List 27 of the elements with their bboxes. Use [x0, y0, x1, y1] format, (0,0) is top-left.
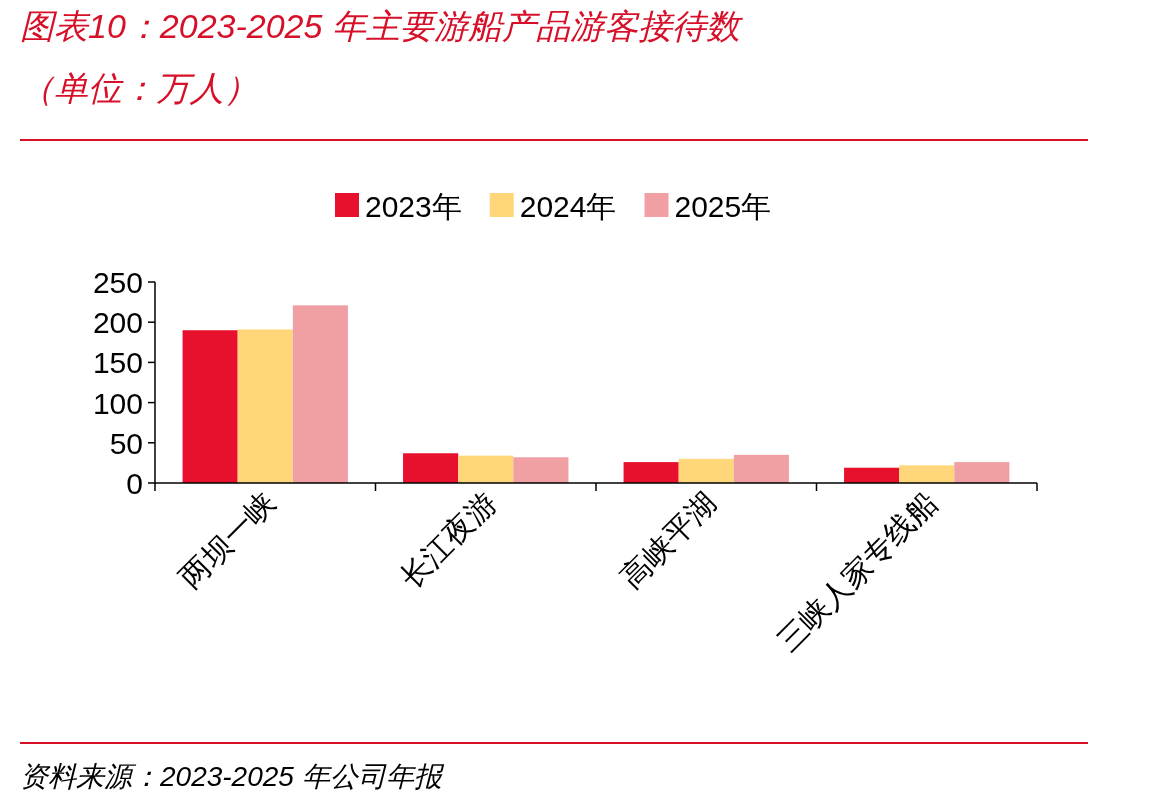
legend-label: 2023年 [365, 190, 462, 223]
chart-title: 图表10：2023-2025 年主要游船产品游客接待数（单位：万人） [20, 7, 743, 107]
bar [899, 465, 955, 483]
x-tick-label: 高峡平湖 [614, 485, 723, 595]
y-tick-label: 100 [92, 386, 143, 420]
bar [513, 457, 569, 483]
bar [182, 330, 238, 483]
y-tick-label: 50 [109, 426, 143, 460]
bar [403, 453, 459, 483]
bar [237, 329, 293, 483]
bar [844, 467, 900, 483]
legend-label: 2025年 [674, 190, 772, 223]
bar [954, 462, 1010, 483]
y-tick-label: 0 [126, 467, 143, 500]
y-tick-label: 150 [92, 346, 143, 380]
bar [678, 458, 734, 483]
x-tick-label: 长江夜游 [393, 485, 502, 595]
bar [733, 454, 789, 483]
text: 资料来源：2023-2025 年公司年报 [20, 761, 445, 792]
y-tick-label: 200 [92, 306, 143, 340]
bar [623, 462, 679, 483]
x-tick-label: 三峡人家专线船 [771, 485, 943, 658]
bar [458, 455, 514, 483]
bar [292, 305, 348, 483]
legend-label: 2024年 [519, 190, 617, 223]
y-tick-label: 250 [92, 266, 143, 299]
x-tick-label: 两坝一峡 [173, 485, 282, 595]
